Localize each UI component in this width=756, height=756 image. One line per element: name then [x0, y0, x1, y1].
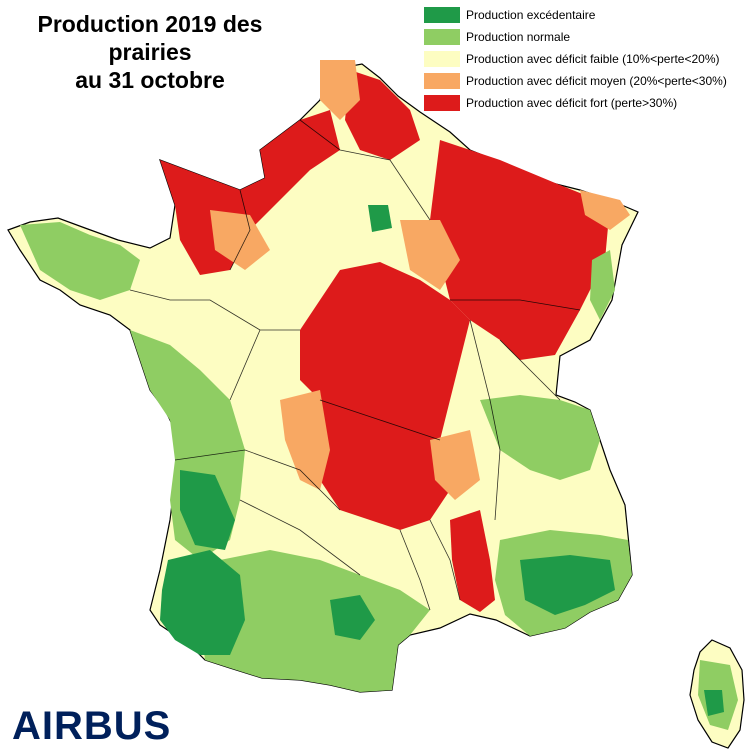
map-title: Production 2019 des prairies au 31 octob…: [0, 10, 300, 94]
region-provence-dark: [520, 555, 615, 615]
region-alps-green: [480, 395, 600, 480]
legend-swatch: [424, 29, 460, 45]
department-borders: [129, 119, 581, 611]
legend-swatch: [424, 7, 460, 23]
legend-item-excedentaire: Production excédentaire: [424, 4, 727, 26]
region-orange-4: [210, 210, 270, 270]
region-brittany-green: [20, 222, 140, 300]
region-landes: [160, 550, 245, 655]
legend-swatch: [424, 73, 460, 89]
legend-label: Production avec déficit fort (perte>30%): [466, 96, 678, 110]
airbus-logo: AIRBUS: [12, 704, 172, 748]
title-line-2: au 31 octobre: [75, 67, 225, 93]
region-corsica-dark: [704, 690, 724, 716]
legend-label: Production normale: [466, 30, 571, 44]
legend-label: Production excédentaire: [466, 8, 596, 22]
region-picardie: [345, 70, 420, 160]
region-alsace-green: [590, 250, 615, 320]
region-aude-dark: [330, 595, 375, 640]
region-orange-3: [320, 60, 360, 120]
legend-item-deficit-fort: Production avec déficit fort (perte>30%): [424, 92, 727, 114]
region-normandy: [160, 110, 340, 275]
legend-item-deficit-faible: Production avec déficit faible (10%<pert…: [424, 48, 727, 70]
region-south-green: [200, 550, 430, 692]
legend-swatch: [424, 95, 460, 111]
legend-label: Production avec déficit faible (10%<pert…: [466, 52, 720, 66]
region-gironde: [180, 470, 235, 550]
region-paris-dark: [368, 205, 392, 232]
legend-item-normale: Production normale: [424, 26, 727, 48]
legend-swatch: [424, 51, 460, 67]
region-orange-2: [400, 220, 460, 290]
legend-item-deficit-moyen: Production avec déficit moyen (20%<perte…: [424, 70, 727, 92]
region-orange-1: [280, 390, 330, 490]
legend: Production excédentaire Production norma…: [424, 4, 727, 114]
region-rhone-south: [450, 510, 495, 612]
region-north-east: [430, 140, 610, 360]
region-orange-6: [580, 190, 630, 230]
legend-label: Production avec déficit moyen (20%<perte…: [466, 74, 727, 88]
region-massif-central: [300, 262, 470, 530]
title-line-1: Production 2019 des prairies: [37, 11, 263, 65]
region-orange-5: [430, 430, 480, 500]
